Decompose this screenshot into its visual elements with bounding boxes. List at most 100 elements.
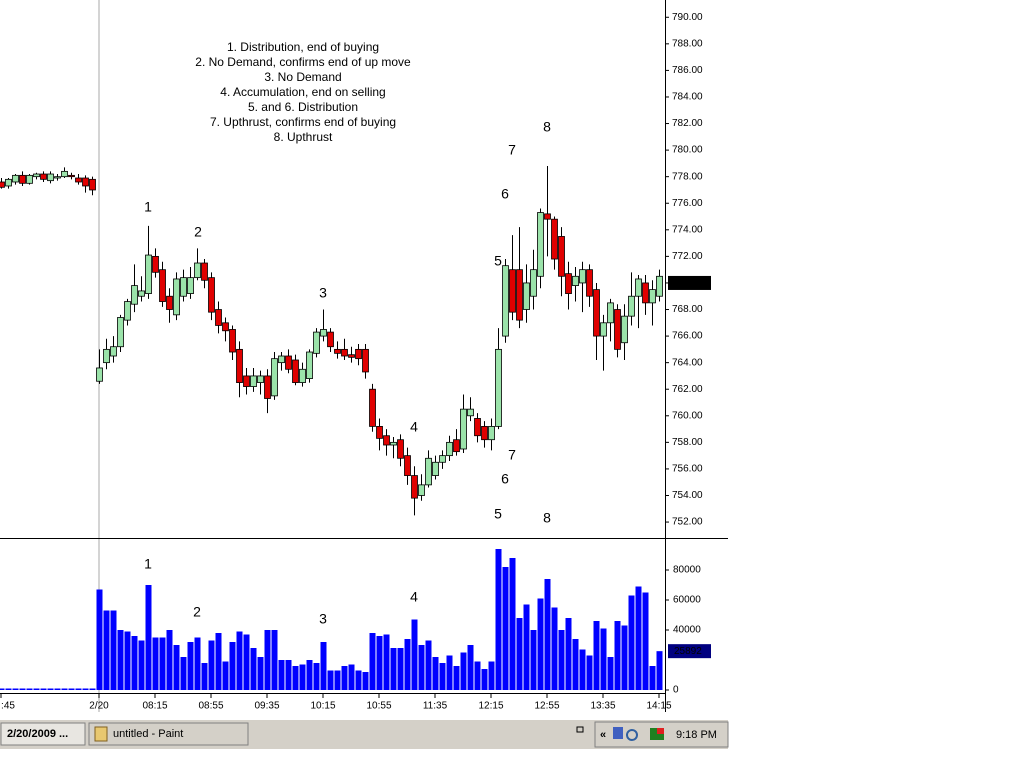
volume-bar (236, 631, 243, 690)
window-button[interactable] (88, 722, 249, 746)
volume-bar (614, 621, 621, 690)
volume-bar (467, 645, 474, 690)
y-tick-label: 766.00 (672, 331, 703, 342)
annotation: 1 (144, 556, 152, 572)
candle-body (348, 354, 355, 358)
note-line: 2. No Demand, confirms end of up move (195, 55, 411, 69)
annotation: 4 (410, 589, 418, 605)
volume-bar (327, 670, 334, 690)
volume-bar (313, 663, 320, 690)
volume-bar (89, 688, 96, 690)
volume-bar (0, 688, 5, 690)
x-tick-label: 08:55 (198, 701, 223, 712)
candle-body (243, 375, 250, 387)
volume-bar (180, 657, 187, 690)
candle-body (614, 309, 621, 350)
window-button-label: untitled - Paint (113, 728, 183, 740)
volume-bar (250, 648, 257, 690)
volume-bar (47, 688, 54, 690)
annotation: 3 (319, 285, 327, 301)
candle-body (292, 359, 299, 383)
date-button[interactable] (0, 722, 86, 746)
candle-body (194, 262, 201, 279)
candle-body (5, 178, 12, 187)
candle-body (425, 457, 432, 486)
y-tick-label: 764.00 (672, 357, 703, 368)
volume-bar (208, 640, 215, 690)
candle-body (257, 375, 264, 383)
volume-bar (355, 670, 362, 690)
volume-bar (593, 621, 600, 690)
volume-bar (215, 633, 222, 690)
x-tick-label: 10:55 (366, 701, 391, 712)
taskbar: 2/20/2009 ... untitled - Paint « 9:18 PM (0, 719, 729, 749)
candle-body (383, 435, 390, 446)
candle-body (54, 176, 61, 179)
candle-body (61, 170, 68, 178)
candle-body (362, 348, 369, 373)
volume-bar (257, 657, 264, 690)
candle-body (33, 173, 40, 178)
annotation: 8 (543, 119, 551, 135)
volume-bar (117, 630, 124, 690)
volume-bar (390, 648, 397, 690)
candle-body (306, 351, 313, 379)
annotation: 8 (543, 510, 551, 526)
tray-chevron[interactable]: « (600, 729, 606, 741)
candle-body (635, 278, 642, 297)
candle-body (397, 439, 404, 459)
annotation: 3 (319, 611, 327, 627)
candle-body (236, 348, 243, 383)
volume-bar (187, 642, 194, 690)
annotation: 6 (501, 186, 509, 202)
candle-body (656, 275, 663, 297)
candle-body (180, 277, 187, 297)
volume-bar (75, 688, 82, 690)
candle-body (593, 289, 600, 337)
volume-bar (586, 655, 593, 690)
volume-bar (481, 669, 488, 690)
x-tick-label: 14:15 (646, 701, 671, 712)
y-tick-label: 784.00 (672, 92, 703, 103)
candle-body (145, 254, 152, 294)
candle-body (173, 278, 180, 316)
volume-bar (110, 610, 117, 690)
volume-bar (54, 688, 61, 690)
candle-body (460, 408, 467, 450)
annotation: 5 (494, 253, 502, 269)
candle-body (313, 331, 320, 354)
y2-tick-label: 0 (673, 685, 679, 696)
y-tick-label: 780.00 (672, 145, 703, 156)
candle-body (642, 282, 649, 304)
candle-body (488, 426, 495, 441)
volume-bar (124, 631, 131, 690)
volume-bar (383, 634, 390, 690)
tray-icon[interactable] (657, 728, 664, 734)
y2-tick-label: 40000 (673, 625, 701, 636)
volume-bar (635, 586, 642, 690)
annotation: 1 (144, 199, 152, 215)
volume-bar (26, 688, 33, 690)
candle-body (579, 269, 586, 284)
candle-body (68, 174, 75, 178)
volume-bar (544, 579, 551, 690)
y2-tick-label: 80000 (673, 565, 701, 576)
volume-bar (572, 639, 579, 690)
candle-body (222, 322, 229, 332)
volume-bar (159, 637, 166, 690)
volume-bar (68, 688, 75, 690)
volume-bar (285, 660, 292, 690)
volume-bar (145, 585, 152, 690)
tray-icon[interactable] (613, 727, 623, 739)
candle-body (432, 461, 439, 476)
candle-body (628, 295, 635, 317)
tray-icon[interactable] (626, 729, 638, 741)
volume-bar (369, 633, 376, 690)
y-tick-label: 774.00 (672, 224, 703, 235)
last-price-label: 770.00 (673, 278, 704, 289)
y-tick-label: 768.00 (672, 304, 703, 315)
annotation: 2 (194, 224, 202, 240)
candle-body (404, 455, 411, 476)
y-tick-label: 758.00 (672, 437, 703, 448)
